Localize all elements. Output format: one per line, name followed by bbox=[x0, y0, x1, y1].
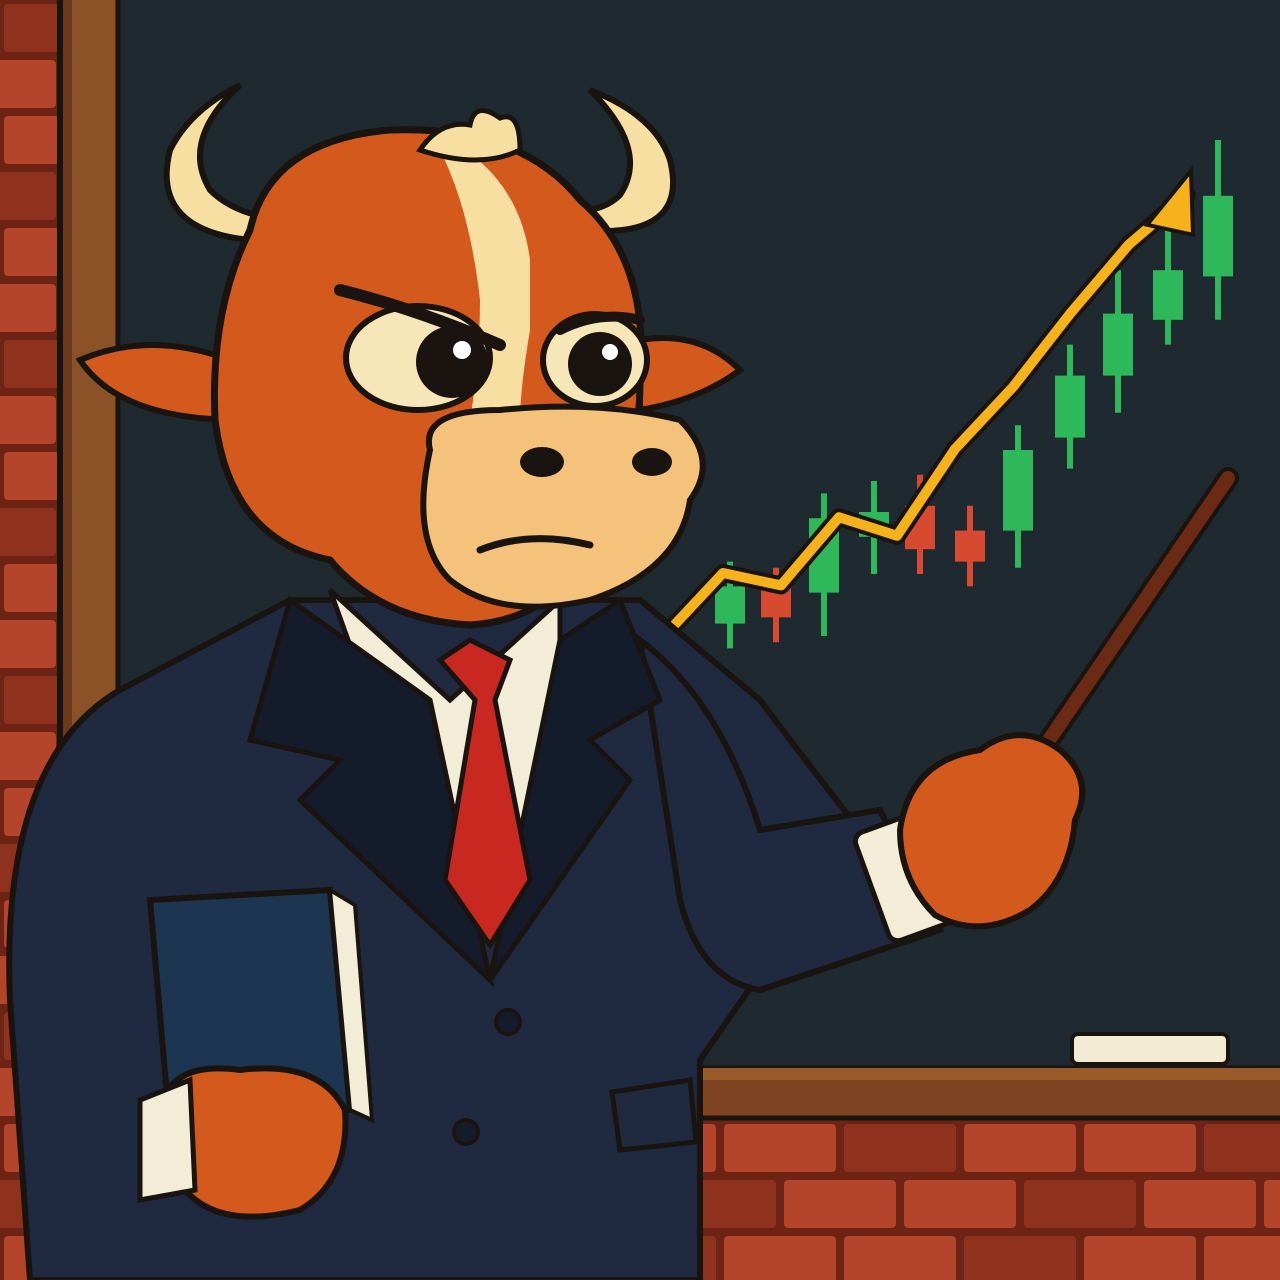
mouth bbox=[476, 535, 594, 554]
candle-body bbox=[1103, 313, 1133, 376]
candle-body bbox=[955, 530, 985, 562]
candle-body bbox=[715, 586, 745, 624]
brick bbox=[1024, 1180, 1136, 1228]
brick bbox=[0, 172, 56, 220]
necktie bbox=[436, 637, 533, 950]
candle-body bbox=[1003, 450, 1033, 531]
hand-right bbox=[896, 732, 1086, 930]
brow-right bbox=[555, 311, 645, 335]
brick bbox=[904, 1180, 1016, 1228]
chalk-ledge-top bbox=[640, 1068, 1280, 1080]
brick bbox=[724, 1236, 836, 1280]
jacket-button bbox=[494, 1008, 522, 1036]
brick bbox=[0, 284, 56, 332]
chalk-stick bbox=[1070, 1032, 1230, 1066]
brick bbox=[0, 508, 56, 556]
brick bbox=[844, 1124, 956, 1172]
lapel-right bbox=[487, 596, 664, 982]
brick bbox=[0, 620, 56, 668]
brick bbox=[0, 396, 56, 444]
horn-left bbox=[163, 82, 302, 244]
suit-sleeve bbox=[635, 633, 945, 994]
hair-tuft bbox=[416, 108, 523, 163]
brow-left bbox=[334, 284, 506, 351]
ear-left bbox=[75, 342, 244, 424]
candlestick-chart bbox=[656, 140, 1233, 649]
nostril-right bbox=[632, 448, 672, 476]
eye-shine bbox=[602, 344, 618, 360]
candle-body bbox=[1203, 195, 1233, 277]
eye-shine bbox=[453, 341, 471, 359]
brick bbox=[0, 60, 56, 108]
brick bbox=[1084, 1124, 1196, 1172]
brick bbox=[1204, 1124, 1280, 1172]
brick bbox=[784, 1180, 896, 1228]
brick bbox=[844, 1236, 956, 1280]
brick bbox=[1084, 1236, 1196, 1280]
brick bbox=[1204, 1236, 1280, 1280]
nostril-left bbox=[520, 447, 564, 477]
jacket-button bbox=[452, 1118, 480, 1146]
pupil-left bbox=[416, 326, 488, 398]
pupil-right bbox=[568, 332, 632, 396]
brick bbox=[1264, 1180, 1280, 1228]
head-stripe bbox=[440, 140, 530, 420]
jacket-pocket bbox=[609, 1077, 699, 1153]
muzzle bbox=[420, 403, 706, 610]
book-pages bbox=[327, 886, 375, 1124]
brick bbox=[1144, 1180, 1256, 1228]
brick bbox=[0, 732, 56, 780]
candle-body bbox=[1153, 270, 1183, 320]
brick bbox=[964, 1236, 1076, 1280]
shirt-cuff-left bbox=[137, 1076, 198, 1203]
bull-character bbox=[6, 82, 1239, 1280]
candle-body bbox=[1055, 375, 1085, 438]
ear-right bbox=[637, 335, 745, 414]
trend-arrowhead bbox=[1143, 165, 1196, 238]
trend-line bbox=[660, 189, 1192, 640]
lapel-left bbox=[246, 595, 495, 988]
brick bbox=[964, 1124, 1076, 1172]
horn-right bbox=[551, 87, 677, 235]
brick bbox=[724, 1124, 836, 1172]
